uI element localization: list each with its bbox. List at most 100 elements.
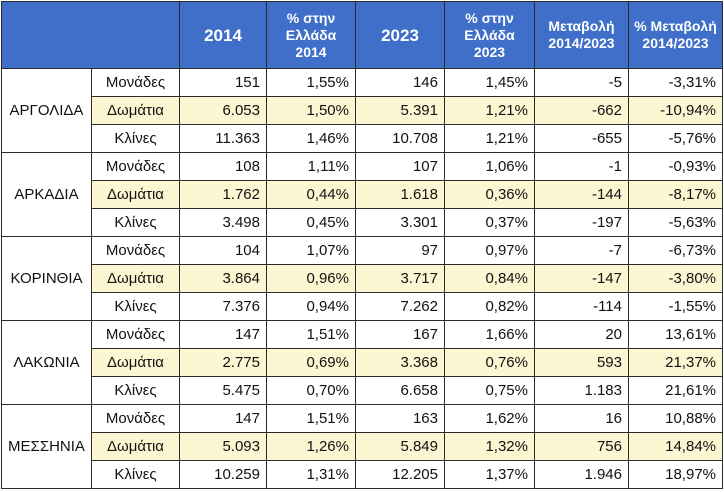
value-2014-cell: 147 [179, 404, 267, 433]
change-pct-cell: 14,84% [628, 432, 723, 461]
header-share-2023-line3: 2023 [473, 43, 506, 60]
change-cell: -5 [534, 68, 629, 97]
share-2014-cell: 1,46% [266, 124, 356, 153]
table-row: Κλίνες 11.363 1,46% 10.708 1,21% -655 -5,76% [2, 124, 723, 153]
change-cell: -144 [534, 180, 629, 209]
change-cell: 1.183 [534, 376, 629, 405]
share-2014-cell: 1,07% [266, 236, 356, 265]
table-row: Δωμάτια 6.053 1,50% 5.391 1,21% -662 -10,94% [2, 96, 723, 125]
metric-label: Δωμάτια [91, 264, 180, 293]
share-2014-cell: 1,50% [266, 96, 356, 125]
table-row: ΑΡΓΟΛΙΔΑ Μονάδες 151 1,55% 146 1,45% -5 -3,31% [1, 68, 723, 153]
change-cell: 593 [534, 348, 629, 377]
region-name: ΑΡΚΑΔΙΑ [1, 152, 92, 237]
change-cell: -7 [534, 236, 629, 265]
change-pct-cell: 18,97% [628, 460, 723, 489]
share-2014-cell: 1,51% [266, 320, 356, 349]
header-share-2014-line3: 2014 [295, 43, 327, 60]
change-pct-cell: -5,76% [628, 124, 723, 153]
value-2014-cell: 147 [179, 320, 267, 349]
table-row: Κλίνες 10.259 1,31% 12.205 1,37% 1.946 18,97% [2, 460, 723, 489]
share-2023-cell: 0,84% [444, 264, 535, 293]
value-2023-cell: 107 [355, 152, 445, 181]
region-name: ΜΕΣΣΗΝΙΑ [1, 404, 92, 489]
value-2023-cell: 10.708 [355, 124, 445, 153]
table-row: ΑΡΚΑΔΙΑ Μονάδες 108 1,11% 107 1,06% -1 -0,93% [1, 152, 723, 237]
share-2023-cell: 0,82% [444, 292, 535, 321]
header-share-2023-line1: % στην [465, 9, 514, 26]
value-2023-cell: 163 [355, 404, 445, 433]
change-cell: 20 [534, 320, 629, 349]
share-2014-cell: 1,11% [266, 152, 356, 181]
change-pct-cell: -6,73% [628, 236, 723, 265]
value-2014-cell: 2.775 [179, 348, 267, 377]
share-2023-cell: 1,45% [444, 68, 535, 97]
value-2014-cell: 104 [179, 236, 267, 265]
metric-label: Μονάδες [91, 68, 180, 97]
region-name: ΛΑΚΩΝΙΑ [1, 320, 92, 405]
share-2023-cell: 1,37% [444, 460, 535, 489]
table-body: ΑΡΓΟΛΙΔΑ Μονάδες 151 1,55% 146 1,45% -5 -3,31% Δ… [1, 68, 723, 489]
value-2014-cell: 3.864 [179, 264, 267, 293]
share-2023-cell: 0,36% [444, 180, 535, 209]
header-share-2023-line2: Ελλάδα [464, 26, 515, 43]
share-2014-cell: 1,51% [266, 404, 356, 433]
header-change-pct-line1: % Μεταβολή [634, 18, 717, 34]
value-2023-cell: 1.618 [355, 180, 445, 209]
value-2014-cell: 5.093 [179, 432, 267, 461]
value-2023-cell: 7.262 [355, 292, 445, 321]
value-2014-cell: 3.498 [179, 208, 267, 237]
share-2023-cell: 1,62% [444, 404, 535, 433]
value-2023-cell: 3.717 [355, 264, 445, 293]
value-2014-cell: 7.376 [179, 292, 267, 321]
header-share-2014-line2: Ελλάδα [285, 26, 337, 43]
metric-label: Μονάδες [91, 236, 180, 265]
share-2014-cell: 0,94% [266, 292, 356, 321]
share-2014-cell: 1,26% [266, 432, 356, 461]
header-change: Μεταβολή 2014/2023 [534, 1, 629, 69]
value-2014-cell: 1.762 [179, 180, 267, 209]
metric-label: Δωμάτια [91, 96, 180, 125]
change-pct-cell: -5,63% [628, 208, 723, 237]
region-name: ΑΡΓΟΛΙΔΑ [1, 68, 92, 153]
table-row: ΚΟΡΙΝΘΙΑ Μονάδες 104 1,07% 97 0,97% -7 -6,73% [1, 236, 723, 321]
change-cell: -662 [534, 96, 629, 125]
value-2023-cell: 3.301 [355, 208, 445, 237]
share-2014-cell: 0,44% [266, 180, 356, 209]
value-2023-cell: 3.368 [355, 348, 445, 377]
share-2023-cell: 0,76% [444, 348, 535, 377]
metric-label: Κλίνες [91, 124, 180, 153]
share-2014-cell: 0,69% [266, 348, 356, 377]
change-cell: -114 [534, 292, 629, 321]
share-2014-cell: 0,96% [266, 264, 356, 293]
value-2023-cell: 167 [355, 320, 445, 349]
metric-label: Δωμάτια [91, 180, 180, 209]
header-change-line1: Μεταβολή [548, 18, 615, 34]
header-row: 2014 % στην Ελλάδα 2014 2023 % στην Ελλά… [1, 1, 723, 69]
share-2023-cell: 0,37% [444, 208, 535, 237]
change-cell: -655 [534, 124, 629, 153]
value-2014-cell: 11.363 [179, 124, 267, 153]
region-name: ΚΟΡΙΝΘΙΑ [1, 236, 92, 321]
table-row: Δωμάτια 3.864 0,96% 3.717 0,84% -147 -3,80% [2, 264, 723, 293]
metric-label: Κλίνες [91, 376, 180, 405]
header-2023: 2023 [355, 1, 445, 69]
metric-label: Δωμάτια [91, 432, 180, 461]
share-2023-cell: 1,06% [444, 152, 535, 181]
metric-label: Κλίνες [91, 208, 180, 237]
change-pct-cell: -8,17% [628, 180, 723, 209]
share-2014-cell: 0,70% [266, 376, 356, 405]
value-2014-cell: 151 [179, 68, 267, 97]
change-pct-cell: -10,94% [628, 96, 723, 125]
table-row: Κλίνες 3.498 0,45% 3.301 0,37% -197 -5,63% [2, 208, 723, 237]
header-share-2014-line1: % στην [286, 9, 336, 26]
share-2023-cell: 1,66% [444, 320, 535, 349]
metric-label: Κλίνες [91, 460, 180, 489]
value-2014-cell: 6.053 [179, 96, 267, 125]
value-2014-cell: 108 [179, 152, 267, 181]
table-row: Κλίνες 7.376 0,94% 7.262 0,82% -114 -1,55% [2, 292, 723, 321]
change-cell: -1 [534, 152, 629, 181]
value-2014-cell: 5.475 [179, 376, 267, 405]
value-2023-cell: 5.391 [355, 96, 445, 125]
